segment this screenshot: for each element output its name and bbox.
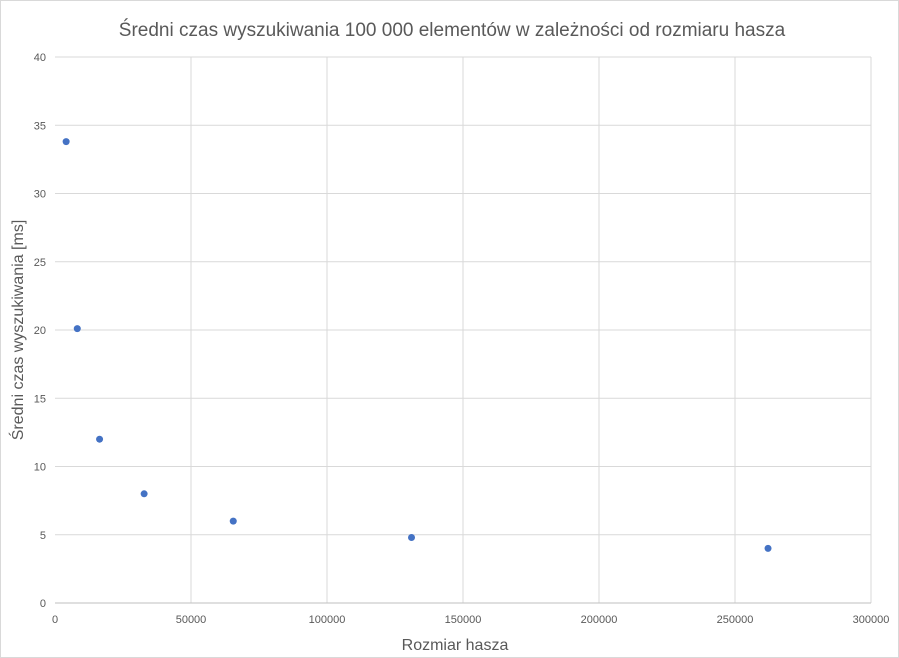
y-tick-label: 40 <box>34 52 46 64</box>
y-tick-label: 0 <box>40 598 46 610</box>
data-point <box>229 517 237 525</box>
data-point <box>408 533 416 541</box>
y-axis-title: Średni czas wyszukiwania [ms] <box>8 220 27 441</box>
y-tick-label: 35 <box>34 120 46 132</box>
data-point <box>764 544 772 552</box>
y-tick-label: 15 <box>34 393 46 405</box>
x-tick-label: 150000 <box>445 614 482 626</box>
x-axis-title: Rozmiar hasza <box>402 637 509 654</box>
x-tick-label: 50000 <box>176 614 207 626</box>
x-tick-labels: 0 50000 100000 150000 200000 250000 300000 <box>52 614 889 626</box>
data-point <box>140 490 148 498</box>
chart-title: Średni czas wyszukiwania 100 000 element… <box>119 19 786 41</box>
x-tick-label: 0 <box>52 614 58 626</box>
y-tick-labels: 0 5 10 15 20 25 30 35 40 <box>34 52 46 610</box>
x-tick-label: 200000 <box>581 614 618 626</box>
data-point <box>96 435 104 443</box>
data-point <box>62 138 70 146</box>
x-tick-label: 100000 <box>309 614 346 626</box>
y-tick-label: 25 <box>34 257 46 269</box>
gridlines <box>55 56 872 603</box>
data-point <box>73 325 81 333</box>
y-tick-label: 30 <box>34 189 46 201</box>
y-tick-label: 10 <box>34 462 46 474</box>
data-points <box>62 138 772 552</box>
x-tick-label: 300000 <box>853 614 890 626</box>
y-tick-label: 5 <box>40 530 46 542</box>
x-tick-label: 250000 <box>717 614 754 626</box>
y-tick-label: 20 <box>34 325 46 337</box>
